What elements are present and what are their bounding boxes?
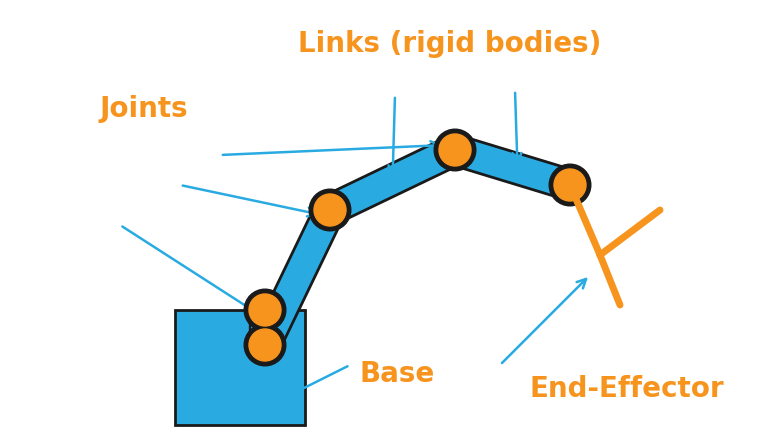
- Text: Links (rigid bodies): Links (rigid bodies): [298, 30, 601, 58]
- Circle shape: [549, 164, 591, 206]
- Bar: [175, 310, 305, 425]
- Circle shape: [249, 329, 281, 361]
- Circle shape: [434, 129, 476, 171]
- Circle shape: [439, 134, 471, 166]
- Text: Joints: Joints: [100, 95, 189, 123]
- Circle shape: [554, 169, 586, 201]
- Circle shape: [314, 194, 346, 226]
- Circle shape: [310, 189, 351, 231]
- Circle shape: [249, 294, 281, 326]
- Text: End-Effector: End-Effector: [530, 375, 725, 403]
- Text: Base: Base: [360, 360, 435, 388]
- Circle shape: [244, 289, 286, 331]
- Circle shape: [244, 324, 286, 366]
